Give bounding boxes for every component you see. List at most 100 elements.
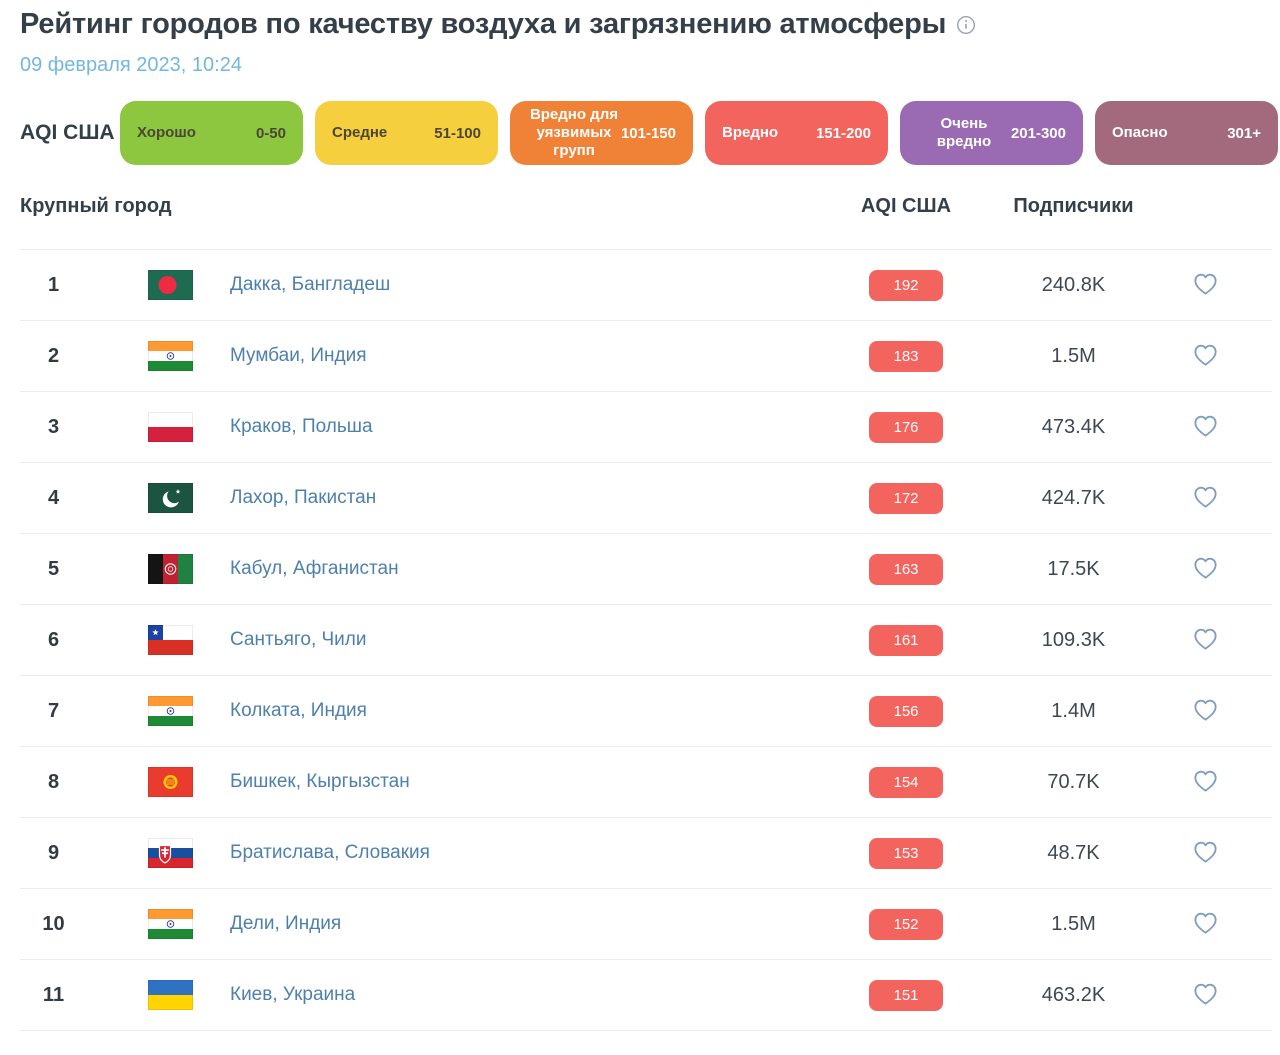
table-row: 5 Кабул, Афганистан 163 17.5K (20, 534, 1272, 605)
city-cell: Кабул, Афганистан (230, 558, 831, 580)
flag-kyrgyzstan-icon (148, 767, 230, 797)
legend-badge-label: Вредно (722, 124, 779, 142)
rank-cell: 2 (47, 344, 60, 367)
favorite-button[interactable] (1190, 411, 1221, 443)
flag-india-icon (148, 696, 230, 726)
favorite-button[interactable] (1190, 624, 1221, 656)
favorite-button[interactable] (1190, 269, 1221, 301)
city-link[interactable]: Кабул, Афганистан (230, 558, 399, 579)
table-row: 9 Братислава, Словакия 153 48.7K (20, 818, 1272, 889)
city-cell: Лахор, Пакистан (230, 487, 831, 509)
city-link[interactable]: Краков, Польша (230, 416, 373, 437)
city-ranking-table: Крупный город AQI США Подписчики 1 Дакка,… (20, 195, 1272, 1031)
table-header-row: Крупный город AQI США Подписчики (20, 195, 1272, 218)
flag-cell (105, 341, 230, 371)
followers-count: 70.7K (1047, 770, 1100, 793)
aqi-badge: 151 (869, 979, 943, 1011)
city-link[interactable]: Дакка, Бангладеш (230, 274, 391, 295)
heart-icon (1190, 979, 1221, 1011)
city-link[interactable]: Братислава, Словакия (230, 842, 430, 863)
flag-afghanistan-icon (148, 554, 230, 584)
aqi-cell: 172 (831, 482, 981, 514)
flag-pakistan-icon (148, 483, 230, 513)
page-header: Рейтинг городов по качеству воздуха и за… (20, 8, 1272, 41)
legend-badge: Хорошо 0-50 (120, 101, 303, 165)
city-link[interactable]: Дели, Индия (230, 913, 342, 934)
city-link[interactable]: Сантьяго, Чили (230, 629, 367, 650)
table-row: 7 Колката, Индия 156 1.4M (20, 676, 1272, 747)
column-header-aqi: AQI США (860, 195, 952, 217)
followers-count: 1.5M (1051, 344, 1096, 367)
favorite-button[interactable] (1190, 766, 1221, 798)
rank-cell: 3 (47, 415, 60, 438)
city-link[interactable]: Лахор, Пакистан (230, 487, 377, 508)
legend-badge-range: 0-50 (255, 124, 286, 142)
favorite-button[interactable] (1190, 695, 1221, 727)
followers-count: 1.4M (1051, 699, 1096, 722)
table-row: 1 Дакка, Бангладеш 192 240.8K (20, 250, 1272, 321)
flag-poland-icon (148, 412, 230, 442)
legend-badge: Вредно для уязвимых групп 101-150 (510, 101, 693, 165)
heart-icon (1190, 837, 1221, 869)
column-header-city: Крупный город (20, 195, 172, 217)
aqi-badge: 176 (869, 411, 943, 443)
aqi-badge: 152 (869, 908, 943, 940)
legend-badge-range: 151-200 (815, 124, 871, 142)
info-button[interactable] (956, 15, 976, 38)
favorite-button[interactable] (1190, 340, 1221, 372)
aqi-cell: 153 (831, 837, 981, 869)
aqi-cell: 176 (831, 411, 981, 443)
followers-count: 1.5M (1051, 912, 1096, 935)
table-row: 3 Краков, Польша 176 473.4K (20, 392, 1272, 463)
heart-icon (1190, 908, 1221, 940)
heart-icon (1190, 695, 1221, 727)
legend-badge-label: Средне (332, 124, 388, 142)
followers-count: 240.8K (1041, 273, 1106, 296)
table-row: 6 Сантьяго, Чили 161 109.3K (20, 605, 1272, 676)
favorite-cell (1166, 624, 1272, 656)
favorite-button[interactable] (1190, 837, 1221, 869)
aqi-badge: 183 (869, 340, 943, 372)
table-row: 11 Киев, Украина 151 463.2K (20, 960, 1272, 1031)
aqi-cell: 152 (831, 908, 981, 940)
flag-india-icon (148, 341, 230, 371)
flag-cell (105, 838, 230, 868)
rank-cell: 4 (47, 486, 60, 509)
city-cell: Дели, Индия (230, 913, 831, 935)
favorite-button[interactable] (1190, 553, 1221, 585)
followers-count: 473.4K (1041, 415, 1106, 438)
favorite-button[interactable] (1190, 482, 1221, 514)
favorite-cell (1166, 695, 1272, 727)
aqi-badge: 154 (869, 766, 943, 798)
last-updated-timestamp: 09 февраля 2023, 10:24 (20, 54, 242, 76)
aqi-badge: 192 (869, 269, 943, 301)
legend-badge: Опасно 301+ (1095, 101, 1278, 165)
city-link[interactable]: Киев, Украина (230, 984, 356, 1005)
rank-cell: 1 (47, 273, 60, 296)
flag-slovakia-icon (148, 838, 230, 868)
flag-cell (105, 980, 230, 1010)
city-cell: Бишкек, Кыргызстан (230, 771, 831, 793)
city-link[interactable]: Колката, Индия (230, 700, 367, 721)
favorite-cell (1166, 908, 1272, 940)
table-row: 4 Лахор, Пакистан 172 424.7K (20, 463, 1272, 534)
flag-cell (105, 554, 230, 584)
favorite-cell (1166, 482, 1272, 514)
legend-badge: Средне 51-100 (315, 101, 498, 165)
heart-icon (1190, 553, 1221, 585)
info-icon (956, 15, 976, 38)
city-link[interactable]: Бишкек, Кыргызстан (230, 771, 410, 792)
favorite-button[interactable] (1190, 979, 1221, 1011)
aqi-cell: 154 (831, 766, 981, 798)
aqi-badge: 161 (869, 624, 943, 656)
favorite-cell (1166, 979, 1272, 1011)
favorite-button[interactable] (1190, 908, 1221, 940)
rank-cell: 10 (42, 912, 65, 935)
flag-ukraine-icon (148, 980, 230, 1010)
flag-cell (105, 909, 230, 939)
city-link[interactable]: Мумбаи, Индия (230, 345, 367, 366)
column-header-followers: Подписчики (1013, 195, 1134, 217)
aqi-cell: 161 (831, 624, 981, 656)
favorite-cell (1166, 553, 1272, 585)
city-cell: Братислава, Словакия (230, 842, 831, 864)
